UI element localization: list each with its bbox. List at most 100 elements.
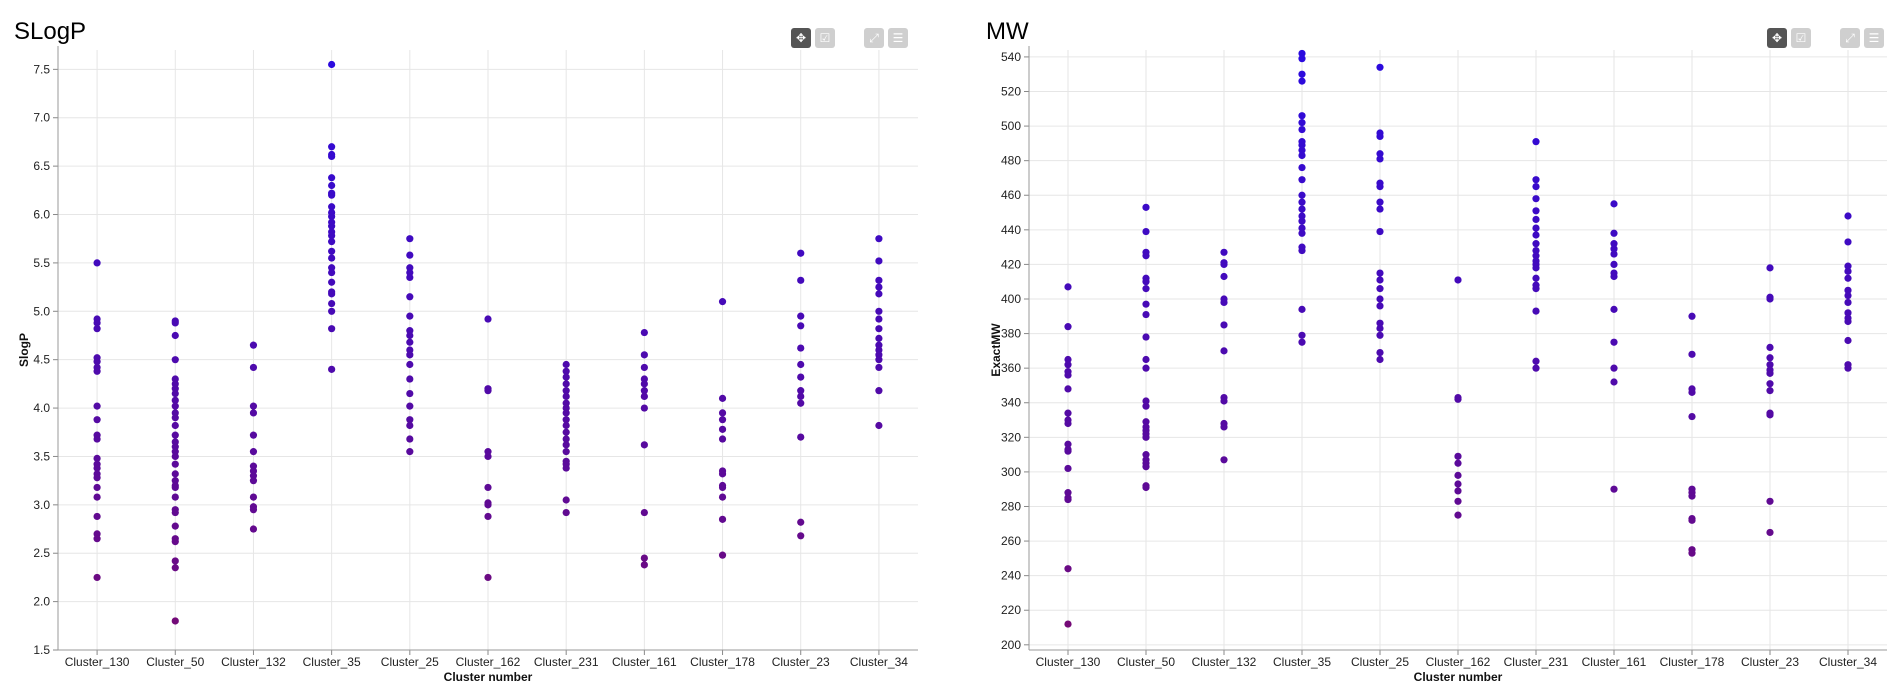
data-point[interactable] [1142, 252, 1150, 260]
data-point[interactable] [1298, 331, 1306, 339]
data-point[interactable] [1766, 369, 1774, 377]
data-point[interactable] [875, 235, 883, 243]
data-point[interactable] [93, 416, 101, 424]
data-point[interactable] [1220, 347, 1228, 355]
data-point[interactable] [328, 365, 336, 373]
data-point[interactable] [1298, 125, 1306, 134]
data-point[interactable] [1376, 348, 1384, 357]
data-point[interactable] [1142, 418, 1150, 426]
data-point[interactable] [1064, 495, 1072, 504]
data-point[interactable] [1064, 385, 1072, 393]
data-point[interactable] [328, 181, 336, 190]
data-point[interactable] [328, 247, 336, 255]
move-icon[interactable]: ✥ [791, 28, 811, 48]
data-point[interactable] [640, 404, 648, 412]
data-point[interactable] [1064, 464, 1072, 473]
data-point[interactable] [1142, 285, 1150, 293]
data-point[interactable] [1220, 298, 1228, 307]
menu-icon[interactable]: ☰ [888, 28, 908, 48]
data-point[interactable] [1376, 198, 1384, 206]
data-point[interactable] [328, 325, 336, 333]
data-point[interactable] [1454, 276, 1462, 284]
data-point[interactable] [718, 551, 727, 559]
data-point[interactable] [1298, 217, 1306, 225]
data-point[interactable] [1688, 516, 1696, 524]
data-point[interactable] [640, 554, 648, 562]
data-point[interactable] [1844, 262, 1852, 270]
data-point[interactable] [1688, 312, 1696, 320]
data-point[interactable] [1376, 302, 1384, 310]
data-point[interactable] [249, 448, 258, 456]
data-point[interactable] [1142, 300, 1150, 308]
data-point[interactable] [1298, 77, 1306, 85]
data-point[interactable] [1142, 310, 1150, 319]
data-point[interactable] [1766, 343, 1774, 352]
data-point[interactable] [875, 257, 883, 265]
data-point[interactable] [562, 373, 570, 381]
data-point[interactable] [1532, 240, 1540, 248]
data-point[interactable] [797, 518, 805, 526]
data-point[interactable] [1142, 397, 1150, 405]
data-point[interactable] [171, 564, 179, 572]
data-point[interactable] [328, 203, 336, 211]
data-point[interactable] [562, 387, 570, 395]
data-point[interactable] [171, 356, 179, 364]
data-point[interactable] [1298, 112, 1306, 120]
data-point[interactable] [1298, 151, 1306, 160]
data-point[interactable] [1142, 451, 1150, 459]
data-point[interactable] [1532, 138, 1540, 146]
data-point[interactable] [1220, 321, 1228, 329]
data-point[interactable] [562, 392, 570, 401]
select-icon[interactable]: ☑ [1791, 28, 1811, 48]
data-point[interactable] [93, 454, 101, 462]
data-point[interactable] [249, 363, 258, 372]
data-point[interactable] [1844, 336, 1852, 345]
data-point[interactable] [1610, 305, 1618, 313]
data-point[interactable] [562, 416, 570, 424]
data-point[interactable] [797, 344, 805, 352]
data-point[interactable] [1220, 260, 1228, 269]
data-point[interactable] [797, 387, 805, 395]
data-point[interactable] [328, 222, 336, 230]
data-point[interactable] [406, 416, 414, 424]
data-point[interactable] [797, 312, 805, 320]
data-point[interactable] [1766, 295, 1774, 303]
data-point[interactable] [1376, 150, 1384, 158]
data-point[interactable] [484, 387, 492, 395]
data-point[interactable] [1844, 291, 1852, 300]
data-point[interactable] [1844, 212, 1852, 220]
data-point[interactable] [1298, 163, 1306, 172]
menu-icon[interactable]: ☰ [1864, 28, 1884, 48]
data-point[interactable] [1376, 132, 1384, 141]
data-point[interactable] [875, 387, 883, 395]
data-point[interactable] [484, 573, 492, 582]
data-point[interactable] [93, 535, 101, 543]
data-point[interactable] [1298, 305, 1306, 313]
data-point[interactable] [875, 325, 883, 333]
data-point[interactable] [328, 174, 336, 182]
data-point[interactable] [249, 402, 258, 410]
data-point[interactable] [93, 483, 101, 492]
data-point[interactable] [1298, 119, 1306, 127]
data-point[interactable] [1844, 286, 1852, 294]
data-point[interactable] [1766, 354, 1774, 362]
data-point[interactable] [1376, 155, 1384, 163]
data-point[interactable] [328, 191, 336, 199]
data-point[interactable] [328, 278, 336, 286]
data-point[interactable] [249, 431, 258, 439]
data-point[interactable] [406, 448, 414, 456]
data-point[interactable] [406, 273, 414, 282]
data-point[interactable] [1142, 227, 1150, 236]
data-point[interactable] [1610, 229, 1618, 237]
data-point[interactable] [1532, 224, 1540, 232]
data-point[interactable] [1844, 267, 1852, 275]
data-point[interactable] [1610, 364, 1618, 372]
data-point[interactable] [1064, 440, 1072, 448]
data-point[interactable] [1064, 565, 1072, 573]
data-point[interactable] [718, 416, 727, 424]
data-point[interactable] [562, 508, 570, 517]
data-point[interactable] [640, 351, 648, 359]
data-point[interactable] [1298, 212, 1306, 220]
data-point[interactable] [1688, 350, 1696, 358]
data-point[interactable] [562, 380, 570, 388]
